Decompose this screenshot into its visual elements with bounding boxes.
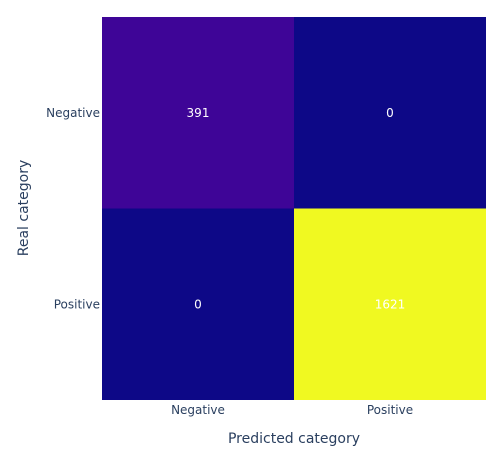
cell-value-label: 1621	[375, 297, 406, 311]
x-tick-label: Positive	[367, 403, 413, 417]
y-tick-label: Negative	[46, 106, 100, 120]
heatmap-cell	[102, 208, 294, 400]
cell-value-label: 0	[386, 106, 394, 120]
x-axis-title: Predicted category	[228, 431, 360, 447]
heatmap-cells	[102, 17, 486, 400]
y-axis-title: Real category	[16, 160, 32, 257]
heatmap-cell-labels: 391 0 0 1621	[187, 106, 406, 312]
heatmap-cell	[294, 17, 486, 209]
y-tick-label: Positive	[54, 297, 100, 311]
cell-value-label: 391	[187, 106, 210, 120]
heatmap-cell	[294, 208, 486, 400]
cell-value-label: 0	[194, 297, 202, 311]
x-axis-ticks: Negative Positive	[171, 403, 413, 417]
heatmap-cell	[102, 17, 294, 209]
x-tick-label: Negative	[171, 403, 225, 417]
y-axis-ticks: Negative Positive	[46, 106, 100, 312]
